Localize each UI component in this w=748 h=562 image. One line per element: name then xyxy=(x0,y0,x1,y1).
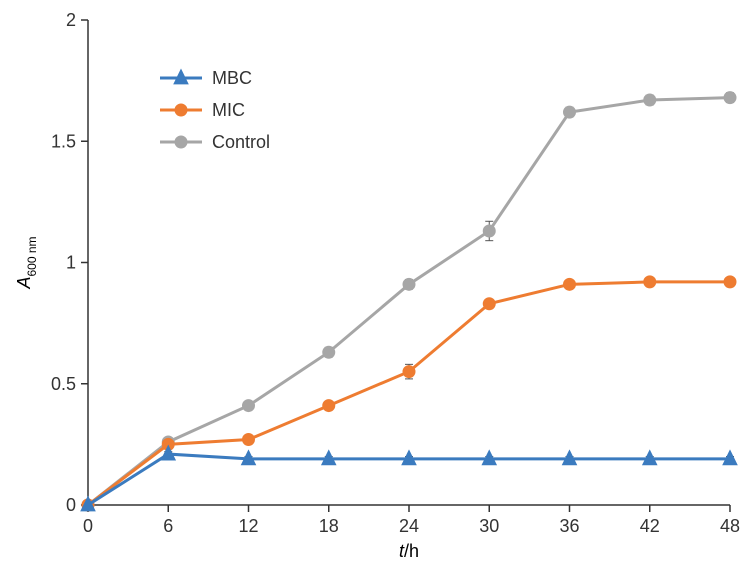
y-tick-label: 1 xyxy=(66,253,76,273)
legend-item-control: Control xyxy=(160,132,270,152)
x-tick-label: 30 xyxy=(479,516,499,536)
series-mbc xyxy=(81,446,737,511)
data-marker xyxy=(644,276,656,288)
data-marker xyxy=(403,366,415,378)
x-tick-label: 0 xyxy=(83,516,93,536)
data-marker xyxy=(644,94,656,106)
data-marker xyxy=(724,276,736,288)
data-marker xyxy=(243,400,255,412)
legend-label: Control xyxy=(212,132,270,152)
chart-svg: 0 6 12 18 24 30 36 42 48 0 0.5 1 1.5 2 t/h A600 nm MBC MI… xyxy=(0,0,748,562)
x-tick-label: 24 xyxy=(399,516,419,536)
series-line xyxy=(88,282,730,505)
y-axis-label: A600 nm xyxy=(14,236,39,289)
legend-label: MIC xyxy=(212,100,245,120)
x-tick-label: 48 xyxy=(720,516,740,536)
data-marker xyxy=(323,346,335,358)
y-tick-label: 2 xyxy=(66,10,76,30)
series-control xyxy=(82,92,736,511)
data-marker xyxy=(323,400,335,412)
series-mic xyxy=(82,276,736,511)
legend-label: MBC xyxy=(212,68,252,88)
data-marker xyxy=(175,104,187,116)
data-marker xyxy=(403,278,415,290)
x-tick-label: 18 xyxy=(319,516,339,536)
data-marker xyxy=(175,136,187,148)
y-tick-label: 0.5 xyxy=(51,374,76,394)
data-marker xyxy=(243,434,255,446)
x-tick-label: 6 xyxy=(163,516,173,536)
data-marker xyxy=(564,278,576,290)
data-marker xyxy=(724,92,736,104)
legend: MBC MIC Control xyxy=(160,68,270,152)
legend-item-mic: MIC xyxy=(160,100,245,120)
x-tick-label: 42 xyxy=(640,516,660,536)
data-marker xyxy=(483,225,495,237)
data-marker xyxy=(483,298,495,310)
data-marker xyxy=(564,106,576,118)
x-tick-label: 12 xyxy=(238,516,258,536)
x-axis-label: t/h xyxy=(399,541,419,561)
growth-curve-chart: 0 6 12 18 24 30 36 42 48 0 0.5 1 1.5 2 t/h A600 nm MBC MI… xyxy=(0,0,748,562)
y-tick-label: 1.5 xyxy=(51,131,76,151)
x-tick-label: 36 xyxy=(559,516,579,536)
legend-item-mbc: MBC xyxy=(160,68,252,88)
y-tick-label: 0 xyxy=(66,495,76,515)
